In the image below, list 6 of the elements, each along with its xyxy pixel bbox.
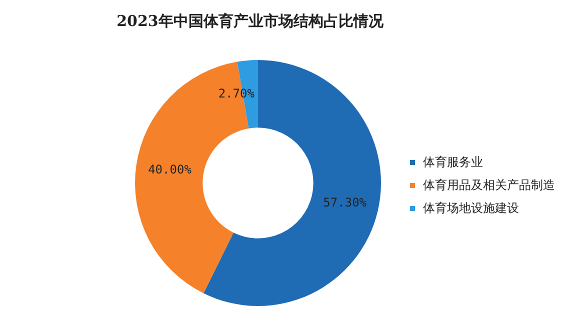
data-label: 40.00% [148, 162, 192, 176]
data-label: 57.30% [323, 195, 368, 210]
legend-label: 体育场地设施建设 [423, 200, 519, 217]
chart-title: 2023年中国体育产业市场结构占比情况 [116, 12, 384, 31]
legend-label: 体育用品及相关产品制造 [423, 177, 555, 194]
legend-label: 体育服务业 [423, 154, 483, 171]
